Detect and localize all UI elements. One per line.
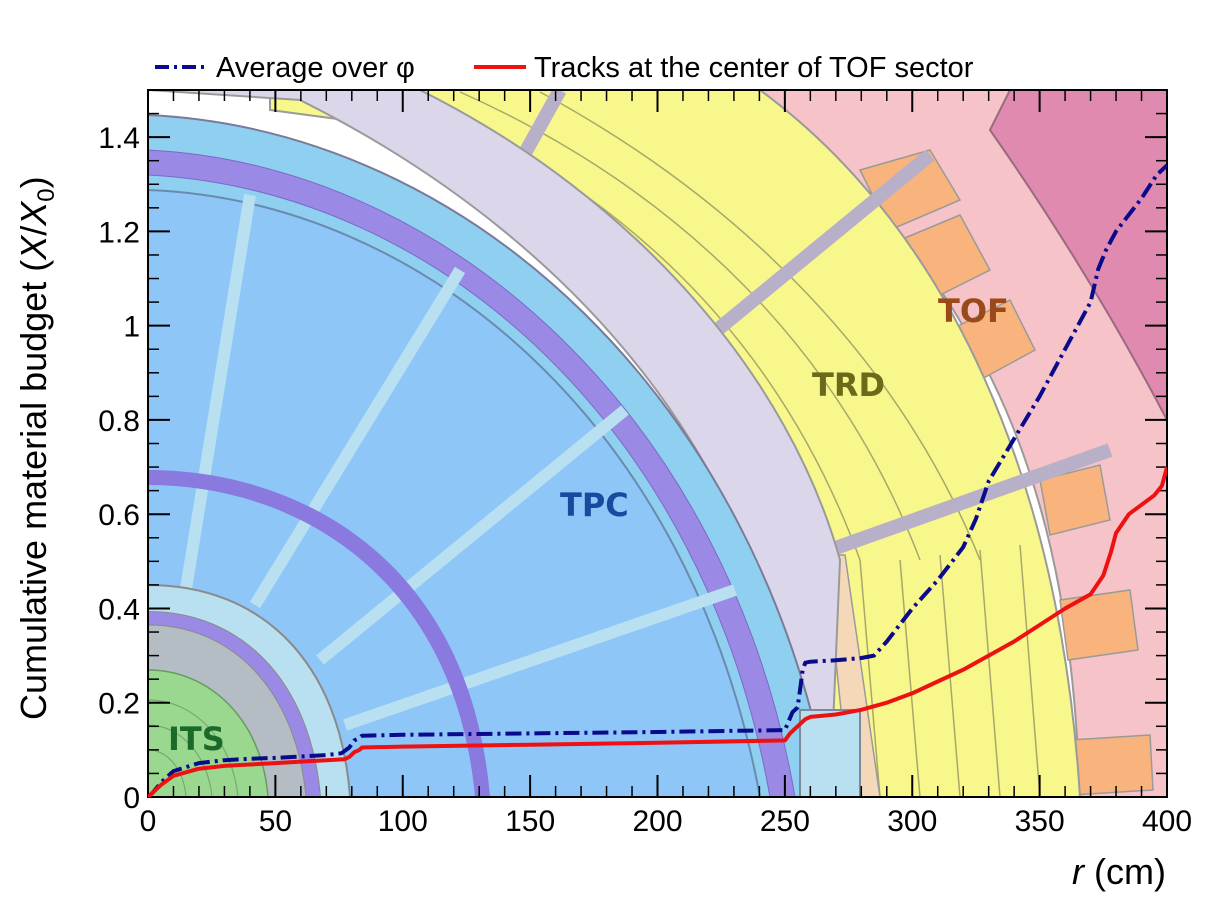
service-block [799,709,861,797]
x-axis-ticks: 0 50 100 150 200 250 300 350 400 [140,90,1192,838]
sector-spoke [700,149,935,346]
legend: Average over φ Tracks at the center of T… [155,52,974,84]
x-tick-label: 300 [887,805,937,838]
inner-barrel-purple [148,612,320,797]
tof-orange-tiles [858,149,1154,796]
y-axis-title: Cumulative material budget (X/X0) [13,176,60,720]
outer-magenta-module [988,90,1167,421]
legend-label-average: Average over φ [216,52,415,84]
tof-label: TOF [938,292,1009,330]
y-tick-label: 1 [123,311,140,344]
x-tick-label: 100 [378,805,428,838]
trd-label: TRD [812,366,885,404]
legend-label-tracks: Tracks at the center of TOF sector [534,52,974,84]
x-tick-label: 400 [1142,805,1192,838]
tpc-field-cage [148,149,796,797]
tpc-main-volume [148,188,762,797]
its-label: ITS [168,720,225,758]
y-tick-label: 0.8 [98,405,140,438]
x-tick-label: 50 [259,805,292,838]
series-line-average-over-phi [148,163,1167,797]
sector-spoke [827,443,1113,557]
x-tick-label: 250 [760,805,810,838]
y-tick-label: 0.4 [98,593,140,626]
y-tick-label: 0.2 [98,688,140,721]
tpc-label: TPC [560,486,629,524]
x-tick-label: 350 [1015,805,1065,838]
tpc-spokes [179,194,737,731]
y-axis-ticks: 0 0.2 0.4 0.6 0.8 1 1.2 1.4 [98,112,1167,815]
x-axis-title: r (cm) [1072,851,1166,892]
x-tick-label: 150 [505,805,555,838]
detector-cross-section-illustration: ITS TPC TRD TOF [148,90,1167,797]
y-tick-label: 1.2 [98,216,140,249]
x-tick-label: 200 [632,805,682,838]
y-tick-label: 0 [123,782,140,815]
x-tick-label: 0 [140,805,157,838]
series-line-tracks-tof-center [148,466,1167,797]
y-tick-label: 0.6 [98,499,140,532]
y-tick-label: 1.4 [98,122,140,155]
series-layer [148,163,1167,797]
